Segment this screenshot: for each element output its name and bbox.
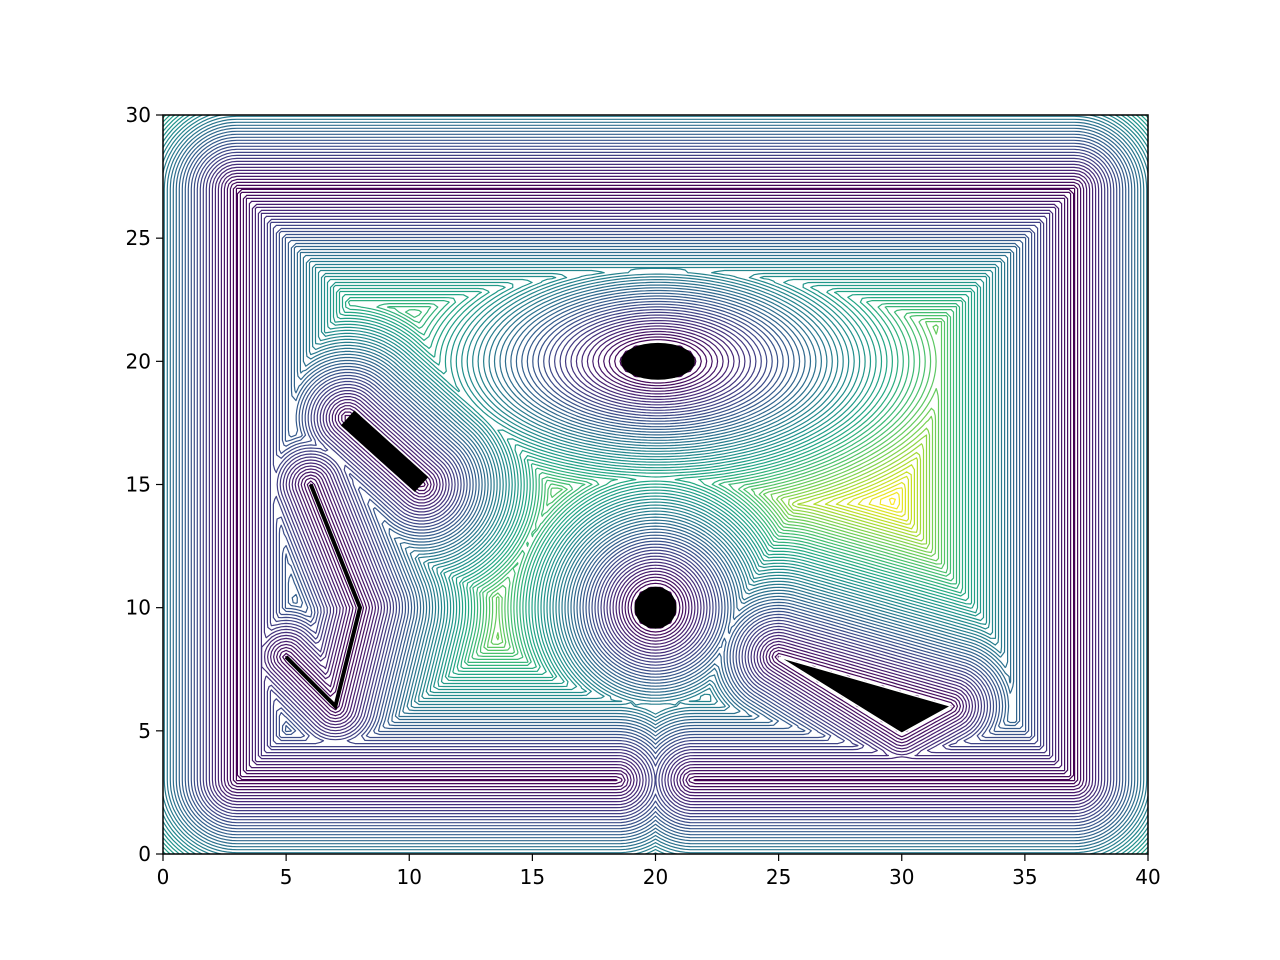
contour-level	[835, 471, 912, 525]
contour-lines	[163, 115, 1148, 854]
contour-level	[163, 115, 1148, 854]
obstacle-circle	[634, 586, 677, 629]
contour-level	[376, 303, 961, 666]
x-tick-label: 25	[766, 865, 791, 889]
contour-level	[846, 475, 909, 522]
y-tick-label: 30	[126, 103, 151, 127]
contour-level	[490, 324, 940, 645]
contour-level	[780, 427, 931, 550]
contour-level	[868, 487, 903, 513]
y-axis: 0 5 10 15 20 25 30	[126, 103, 163, 866]
contour-level	[199, 151, 1112, 818]
contour-level	[214, 166, 1097, 803]
contour-level	[184, 136, 1127, 833]
x-tick-label: 20	[643, 865, 668, 889]
contour-level	[813, 457, 918, 533]
contour-level	[196, 148, 1115, 821]
contour-level	[163, 115, 1148, 854]
contour-level	[175, 127, 1136, 842]
y-tick-label: 0	[138, 842, 151, 866]
contour-level	[226, 178, 1085, 791]
contour-level	[169, 121, 1142, 848]
contour-level	[166, 118, 1145, 851]
contour-level	[386, 306, 958, 663]
y-tick-label: 15	[126, 473, 151, 497]
obstacle-ellipse	[621, 342, 695, 380]
x-tick-label: 0	[157, 865, 170, 889]
contour-level	[163, 115, 1148, 854]
x-tick-label: 35	[1012, 865, 1037, 889]
x-tick-label: 15	[520, 865, 545, 889]
contour-level	[163, 115, 1148, 854]
contour-level	[163, 115, 1148, 854]
contour-level	[163, 115, 1148, 854]
y-tick-label: 10	[126, 596, 151, 620]
contour-level	[341, 294, 970, 675]
contour-level	[879, 491, 900, 510]
x-tick-label: 30	[889, 865, 914, 889]
contour-level	[229, 181, 1082, 788]
x-axis: 0 5 10 15 20 25 30 35 40	[157, 854, 1161, 889]
contour-level	[172, 124, 1139, 845]
contour-level	[163, 115, 1148, 854]
x-tick-label: 40	[1135, 865, 1160, 889]
contour-level	[220, 172, 1091, 797]
contour-level	[857, 481, 906, 518]
y-tick-label: 25	[126, 226, 151, 250]
contour-level	[475, 312, 952, 657]
contour-level	[344, 297, 967, 672]
contour-level	[190, 142, 1121, 827]
contour-level	[797, 451, 922, 538]
contour-level	[163, 115, 1148, 854]
contour-level	[178, 130, 1133, 839]
obstacle-triangle	[778, 656, 953, 735]
contour-level	[202, 154, 1109, 815]
contour-level	[187, 139, 1124, 830]
y-tick-label: 5	[138, 719, 151, 743]
contour-level	[163, 115, 1148, 854]
contour-level	[205, 157, 1106, 812]
contour-level	[208, 160, 1103, 809]
x-tick-label: 5	[280, 865, 293, 889]
y-tick-label: 20	[126, 349, 151, 373]
contour-level	[404, 309, 955, 660]
contour-level	[496, 407, 937, 641]
contour-level	[483, 318, 946, 651]
contour-level	[347, 300, 964, 669]
contour-level	[776, 415, 934, 554]
contour-level	[487, 321, 943, 648]
obstacle-polyline	[284, 483, 363, 711]
contour-level	[181, 133, 1130, 836]
contour-level	[479, 315, 949, 654]
contour-level	[791, 443, 925, 542]
x-tick-label: 10	[397, 865, 422, 889]
contour-level	[223, 175, 1088, 794]
contour-level	[163, 115, 1148, 854]
obstacle-fills	[284, 342, 953, 735]
contour-level	[193, 145, 1118, 824]
contour-level	[211, 163, 1100, 806]
contour-level	[163, 115, 1148, 854]
contour-level	[888, 497, 896, 505]
contour-level	[824, 464, 915, 530]
contour-level	[788, 434, 928, 545]
obstacle-bar	[340, 410, 429, 492]
contour-level	[217, 169, 1094, 800]
